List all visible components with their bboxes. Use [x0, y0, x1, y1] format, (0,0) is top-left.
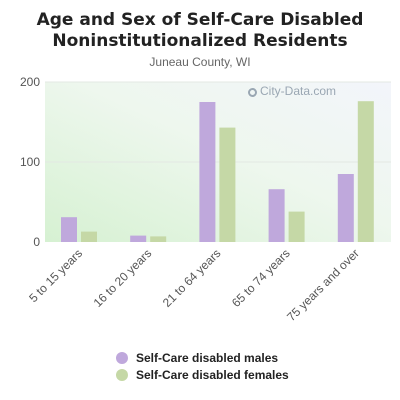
- bar-males: [337, 174, 354, 242]
- chart-subtitle: Juneau County, WI: [149, 55, 251, 69]
- bar-males: [61, 217, 77, 242]
- bar-males: [130, 235, 147, 242]
- magnifier-icon: [248, 88, 257, 97]
- x-tick-label: 5 to 15 years: [26, 246, 85, 305]
- y-tick-label: 100: [20, 155, 40, 169]
- watermark-text: City-Data.com: [260, 84, 337, 98]
- bar-females: [219, 127, 236, 242]
- bar-females: [81, 231, 97, 242]
- legend-swatch-males: [116, 352, 128, 364]
- x-tick-label: 65 to 74 years: [229, 246, 293, 310]
- bar-females: [288, 211, 305, 242]
- bar-females: [357, 101, 374, 242]
- chart-title-line2: Noninstitutionalized Residents: [52, 31, 348, 51]
- legend-label-females: Self-Care disabled females: [136, 368, 289, 382]
- legend-swatch-females: [116, 369, 128, 381]
- x-tick-label: 16 to 20 years: [91, 246, 155, 310]
- bar-females: [150, 236, 167, 242]
- legend-label-males: Self-Care disabled males: [136, 351, 279, 365]
- y-tick-label: 0: [33, 235, 40, 249]
- y-tick-label: 200: [20, 75, 40, 89]
- legend: Self-Care disabled males Self-Care disab…: [116, 350, 289, 384]
- chart-title: Age and Sex of Self-Care Disabled Nonins…: [0, 10, 400, 52]
- bar-males: [199, 102, 216, 242]
- bar-males: [268, 189, 285, 242]
- chart-title-line1: Age and Sex of Self-Care Disabled: [36, 10, 364, 30]
- x-tick-label: 21 to 64 years: [160, 246, 224, 310]
- legend-item-males: Self-Care disabled males: [116, 350, 289, 366]
- legend-item-females: Self-Care disabled females: [116, 367, 289, 383]
- watermark: City-Data.com: [248, 84, 336, 98]
- x-tick-label: 75 years and over: [284, 246, 362, 324]
